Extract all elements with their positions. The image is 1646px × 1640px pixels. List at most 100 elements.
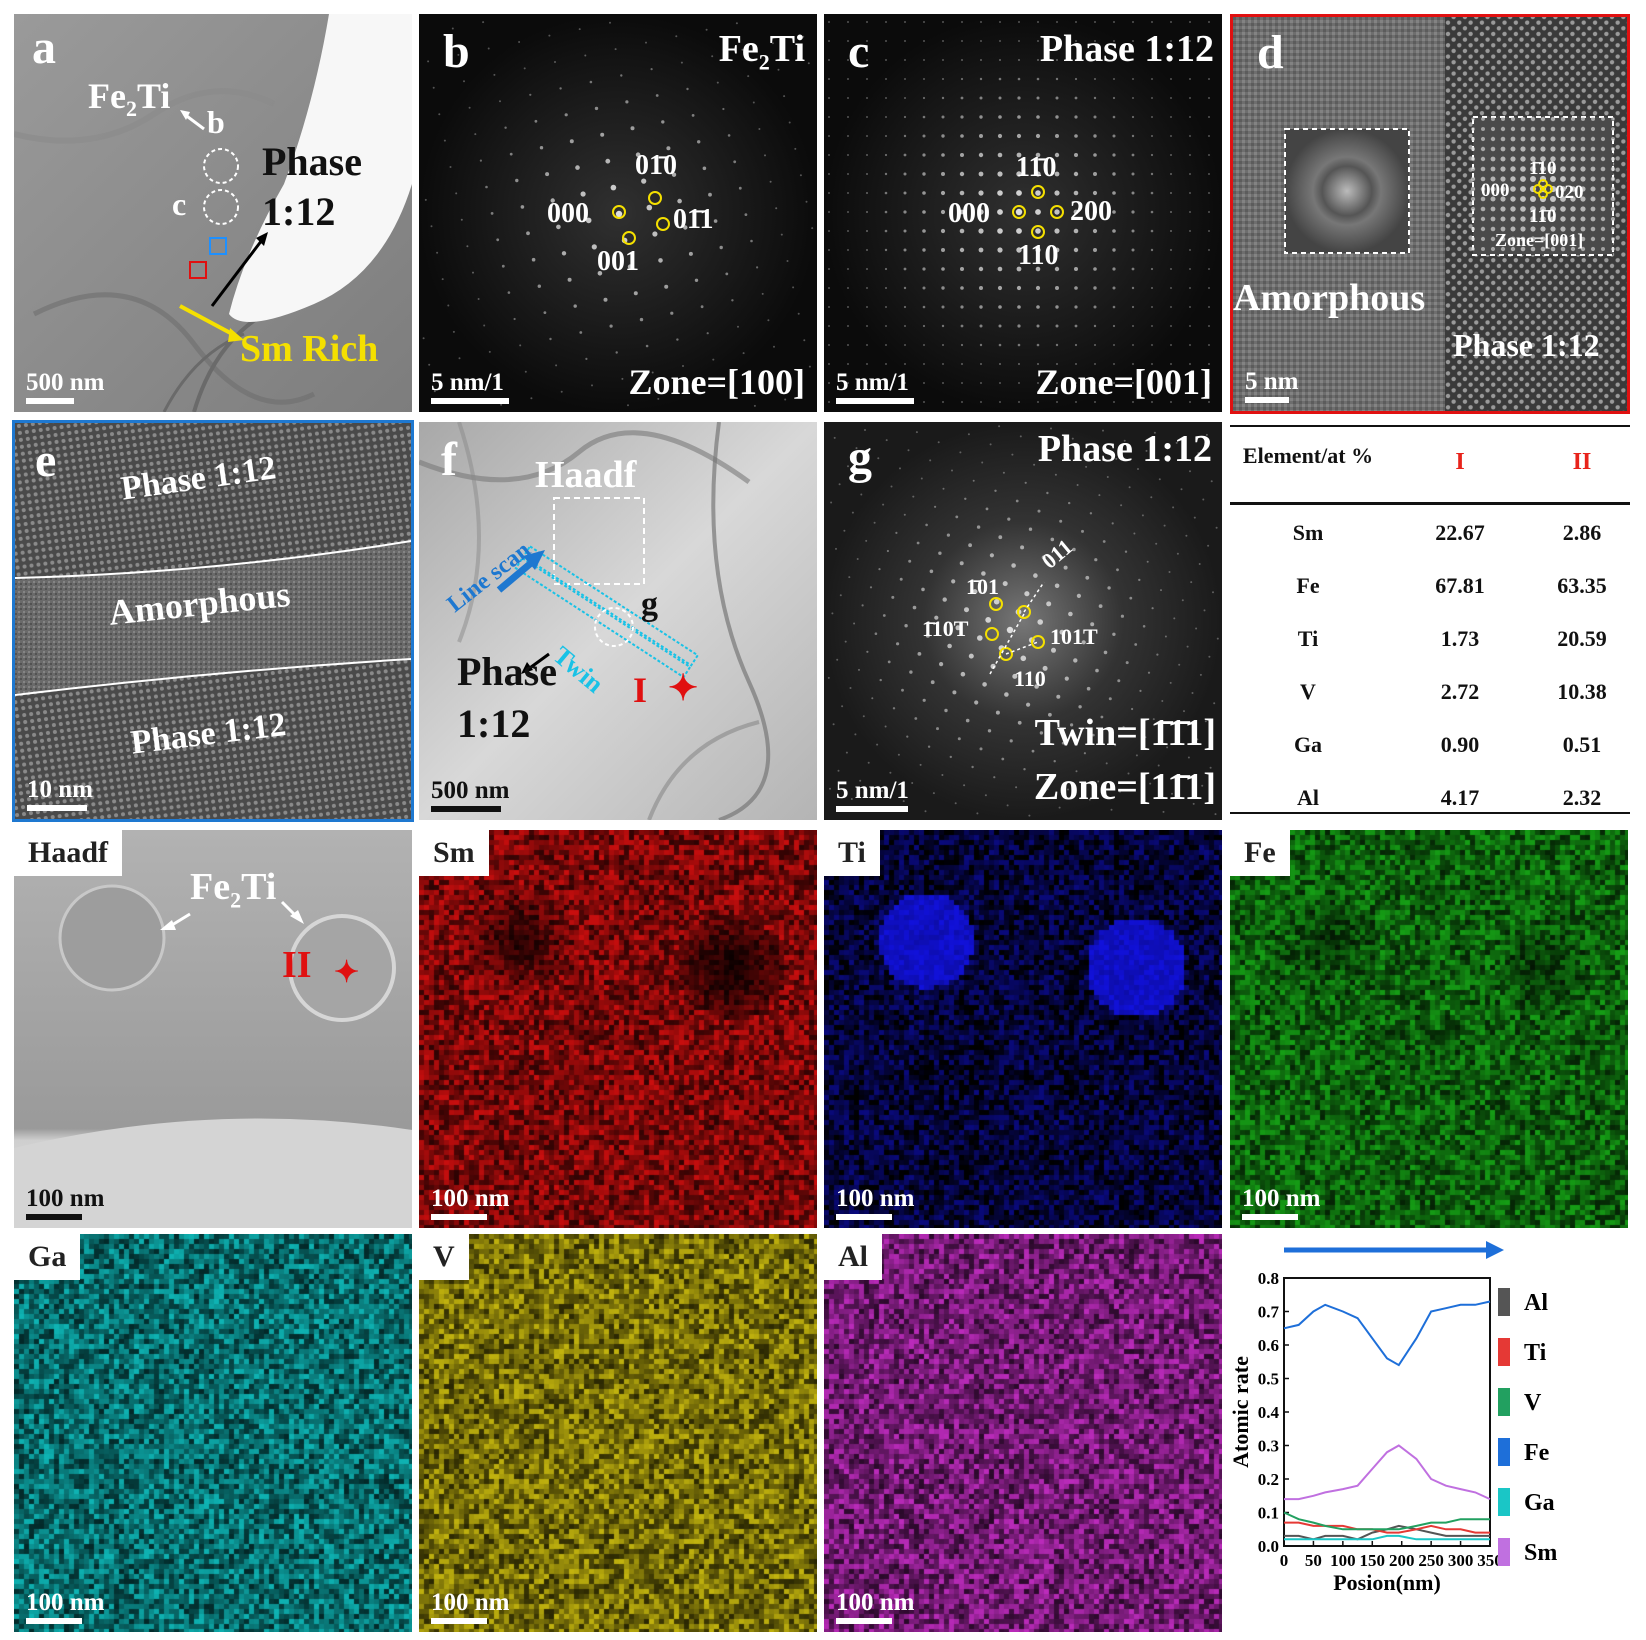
y-tick-label: 0.4 [1258, 1403, 1280, 1422]
table-cell-element: Ti [1297, 626, 1319, 651]
series-line-fe [1283, 1300, 1491, 1367]
table-cell-element: V [1300, 679, 1316, 704]
y-tick-label: 0.3 [1258, 1437, 1279, 1456]
panel-f-label: f [441, 433, 457, 486]
panel-f: ✦ f Haadf Line scan Twin g Phase 1:12 I … [419, 422, 817, 820]
spot-label: 1̄01 [966, 574, 999, 599]
map-sm: Sm 100 nm [419, 830, 817, 1228]
zone-axis-label: Zone=[11̄1] [1033, 766, 1216, 808]
y-tick-label: 0.6 [1258, 1336, 1279, 1355]
point-ii-label: II [282, 944, 312, 986]
line-scan-plot: 0.0 0.1 0.2 0.3 0.4 0.5 0.6 0.7 0.8 0 50 100 150 200 2… [1228, 1241, 1557, 1595]
marker-b-label: b [207, 104, 225, 140]
map-tag: Haadf [14, 830, 123, 876]
x-tick-label: 150 [1360, 1551, 1386, 1570]
panel-g: g Phase 1:12 1̄01 011 1̄10T 101T 110 Twi… [824, 422, 1222, 820]
inset-zone-label: Zone=[001] [1495, 230, 1584, 250]
table-cell-value: 20.59 [1557, 626, 1607, 651]
table-cell-value: 0.90 [1440, 732, 1480, 757]
fe2ti-label: Fe2Ti [190, 866, 277, 913]
composition-table: Element/at % I II Sm 22.67 2.86 Fe 67.81 63.3… [1230, 422, 1630, 820]
map-haadf: ✦ Haadf Fe2Ti II 100 nm [14, 830, 412, 1228]
legend-swatch-sm [1498, 1538, 1510, 1566]
spot-label: 200 [1070, 196, 1112, 227]
table-cell-value: 67.81 [1435, 573, 1485, 598]
legend-label: Ga [1524, 1490, 1555, 1516]
inset-spot-label: 020 [1555, 182, 1584, 203]
table-cell-value: 22.67 [1435, 520, 1485, 545]
table-cell-value: 4.17 [1440, 785, 1480, 810]
panel-b: b Fe2Ti 000 01̄0 01̄1 001 Zone=[100] 5 n… [419, 14, 817, 412]
scale-bar: 100 nm [26, 1186, 104, 1220]
scale-bar: 500 nm [26, 370, 104, 404]
haadf-image: ✦ [14, 830, 412, 1228]
x-tick-label: 250 [1418, 1551, 1444, 1570]
plot-frame [1283, 1277, 1491, 1547]
spot-label: 110 [1018, 240, 1059, 271]
y-tick-label: 0.7 [1258, 1303, 1280, 1322]
marker-g-label: g [641, 586, 658, 623]
phase-label: Phase 1:12 [1453, 327, 1600, 363]
panel-g-diffraction [824, 422, 1222, 820]
series-line-ti [1284, 1521, 1490, 1534]
zone-axis-label: Zone=[100] [628, 362, 805, 402]
series-line-ga [1284, 1534, 1490, 1541]
map-al: Al 100 nm [824, 1234, 1222, 1632]
panel-d-label: d [1257, 26, 1284, 79]
scale-bar: 5 nm/1 [836, 778, 909, 812]
spot-label: 101T [1050, 624, 1098, 649]
spot-label: 11̄0 [1016, 152, 1057, 183]
table-cell-element: Sm [1292, 520, 1324, 545]
svg-text:✦: ✦ [334, 956, 359, 989]
scale-bar: 500 nm [431, 778, 509, 812]
table-cell-value: 2.32 [1562, 785, 1602, 810]
table-header-i: I [1455, 449, 1465, 475]
table-cell-value: 2.86 [1562, 520, 1602, 545]
scale-bar: 5 nm [1245, 369, 1298, 403]
panel-g-label: g [848, 431, 872, 484]
amorphous-label: Amorphous [1233, 277, 1426, 319]
series-line-v [1283, 1511, 1490, 1531]
legend-label: Sm [1524, 1540, 1557, 1566]
map-tag: Fe [1230, 830, 1290, 876]
panel-c-title: Phase 1:12 [1039, 28, 1214, 70]
spot-label: 001 [597, 246, 639, 277]
element-map-v [419, 1234, 817, 1632]
svg-text:✦: ✦ [668, 668, 698, 708]
panel-f-tem-image: ✦ [419, 422, 817, 820]
panel-c-label: c [848, 25, 870, 78]
y-tick-label: 0.1 [1258, 1504, 1279, 1523]
phase-ratio-label: 1:12 [457, 701, 531, 746]
spot-label: 01̄1 [673, 204, 714, 235]
inset-spot-label: 000 [1481, 180, 1510, 201]
table-cell-element: Fe [1296, 573, 1320, 598]
inset-spot-label: 11̄0 [1529, 206, 1557, 227]
scale-bar: 100 nm [1242, 1186, 1320, 1220]
panel-d: d Amorphous Phase 1:12 1̄10 000 020 11̄0… [1230, 14, 1630, 414]
panel-e: e Phase 1:12 Amorphous Phase 1:12 10 nm [12, 420, 414, 822]
legend-swatch-al [1498, 1288, 1510, 1316]
legend-swatch-v [1498, 1388, 1510, 1416]
phase-label: Phase [262, 139, 362, 184]
table-header-element: Element/at % [1242, 443, 1374, 468]
sm-rich-label: Sm Rich [240, 328, 379, 370]
x-tick-label: 50 [1305, 1551, 1322, 1570]
element-map-ga [14, 1234, 412, 1632]
panel-c-diffraction [824, 14, 1222, 412]
x-tick-label: 200 [1389, 1551, 1415, 1570]
map-tag: Sm [419, 830, 489, 876]
map-v: V 100 nm [419, 1234, 817, 1632]
panel-e-hrtem [15, 423, 411, 819]
y-tick-label: 0.8 [1258, 1269, 1279, 1288]
y-tick-label: 0.2 [1258, 1470, 1279, 1489]
legend-swatch-fe [1498, 1438, 1510, 1466]
scale-bar: 100 nm [431, 1590, 509, 1624]
scale-bar: 5 nm/1 [836, 370, 914, 404]
map-ti: Ti 100 nm [824, 830, 1222, 1228]
legend-swatch-ti [1498, 1338, 1510, 1366]
marker-c-label: c [172, 186, 187, 222]
map-tag: Al [824, 1234, 882, 1280]
panel-e-label: e [35, 434, 57, 487]
map-tag: V [419, 1234, 469, 1280]
inset-spot-label: 1̄10 [1529, 158, 1557, 179]
